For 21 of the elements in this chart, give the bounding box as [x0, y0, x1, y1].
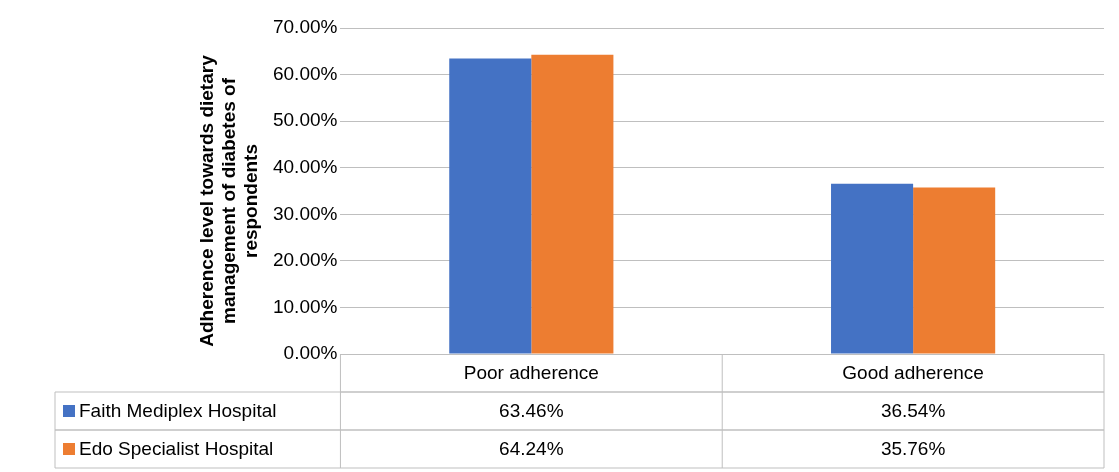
bar	[449, 58, 532, 354]
x-tick-label: Good adherence	[842, 362, 984, 384]
bar	[831, 183, 914, 354]
data-label: 64.24%	[499, 438, 564, 460]
y-tick-label: 30.00%	[272, 202, 338, 224]
data-label: 35.76%	[880, 438, 946, 460]
data-label: 63.46%	[499, 400, 564, 422]
y-tick-label: 40.00%	[272, 155, 338, 177]
y-tick-label: 50.00%	[272, 109, 338, 131]
y-axis-title: Adherence level towards dietary management of diabetes of respondents	[196, 54, 262, 347]
y-tick-label: 60.00%	[272, 62, 338, 84]
legend-label: Faith Mediplex Hospital	[79, 400, 277, 422]
x-tick-label: Poor adherence	[463, 362, 599, 384]
bar	[531, 54, 614, 354]
data-label: 36.54%	[880, 400, 946, 422]
y-tick-label: 70.00%	[272, 16, 338, 38]
y-tick-label: 10.00%	[272, 295, 338, 317]
bar	[913, 187, 996, 354]
y-tick-label: 0.00%	[283, 342, 338, 364]
legend-label: Edo Specialist Hospital	[79, 438, 274, 460]
y-tick-label: 20.00%	[272, 249, 338, 271]
